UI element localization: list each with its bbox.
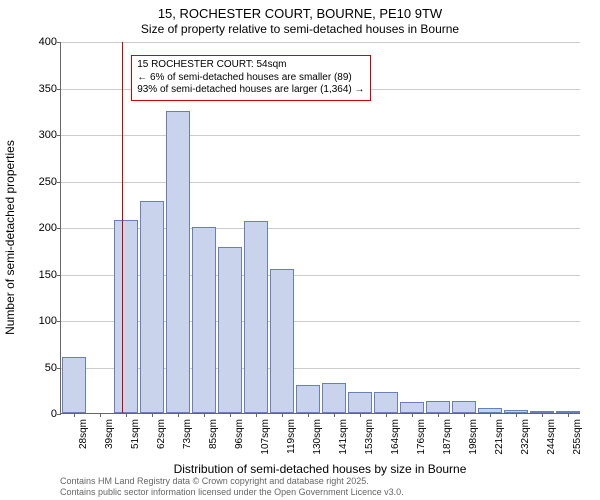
histogram-bar [374,392,397,413]
histogram-bar [244,221,267,413]
x-tick-label: 221sqm [494,419,505,455]
x-tick-mark [152,413,153,417]
chart-container: 15, ROCHESTER COURT, BOURNE, PE10 9TW Si… [0,0,600,500]
gridline [61,228,580,229]
y-tick-mark [57,275,61,276]
y-tick-label: 250 [17,176,57,188]
y-tick-label: 400 [17,36,57,48]
y-tick-mark [57,368,61,369]
x-tick-label: 187sqm [442,419,453,455]
y-axis-title: Number of semi-detached properties [3,140,17,335]
gridline [61,275,580,276]
y-tick-label: 350 [17,83,57,95]
x-tick-mark [360,413,361,417]
histogram-bar [166,111,189,413]
histogram-bar [348,392,371,413]
histogram-bar [192,227,215,413]
annotation-line: 93% of semi-detached houses are larger (… [137,84,364,97]
y-tick-label: 0 [17,408,57,420]
histogram-bar [140,201,163,413]
x-tick-mark [256,413,257,417]
x-tick-label: 232sqm [520,419,531,455]
gridline [61,135,580,136]
reference-line [122,42,123,413]
x-tick-label: 85sqm [208,419,219,449]
x-tick-label: 28sqm [78,419,89,449]
x-tick-label: 107sqm [260,419,271,455]
x-tick-label: 51sqm [130,419,141,449]
y-tick-label: 100 [17,315,57,327]
gridline [61,321,580,322]
histogram-bar [322,383,345,413]
x-tick-mark [412,413,413,417]
y-tick-mark [57,228,61,229]
x-tick-mark [100,413,101,417]
plot-area: 05010015020025030035040028sqm39sqm51sqm6… [60,42,580,414]
x-tick-mark [204,413,205,417]
annotation-line: ← 6% of semi-detached houses are smaller… [137,72,364,85]
histogram-bar [270,269,293,413]
y-tick-label: 150 [17,269,57,281]
gridline [61,368,580,369]
x-tick-label: 39sqm [104,419,115,449]
x-tick-mark [438,413,439,417]
x-tick-label: 244sqm [546,419,557,455]
x-tick-mark [230,413,231,417]
x-tick-label: 176sqm [416,419,427,455]
x-tick-label: 141sqm [338,419,349,455]
x-tick-mark [74,413,75,417]
y-tick-label: 200 [17,222,57,234]
x-tick-label: 164sqm [390,419,401,455]
annotation-box: 15 ROCHESTER COURT: 54sqm← 6% of semi-de… [131,55,370,101]
histogram-bar [62,357,85,413]
y-tick-label: 300 [17,129,57,141]
x-tick-mark [516,413,517,417]
x-tick-mark [308,413,309,417]
x-tick-mark [282,413,283,417]
x-tick-mark [490,413,491,417]
footer-line2: Contains public sector information licen… [60,487,404,498]
footer-line1: Contains HM Land Registry data © Crown c… [60,476,404,487]
footer-attribution: Contains HM Land Registry data © Crown c… [60,476,404,498]
y-tick-mark [57,182,61,183]
x-tick-label: 255sqm [572,419,583,455]
x-tick-mark [126,413,127,417]
histogram-bar [452,401,475,413]
x-tick-label: 62sqm [156,419,167,449]
x-tick-label: 96sqm [234,419,245,449]
x-tick-label: 119sqm [286,419,297,454]
x-tick-label: 130sqm [312,419,323,455]
chart-title-line1: 15, ROCHESTER COURT, BOURNE, PE10 9TW [0,6,600,21]
x-tick-mark [568,413,569,417]
y-tick-label: 50 [17,362,57,374]
y-tick-mark [57,321,61,322]
histogram-bar [218,247,241,413]
x-tick-mark [464,413,465,417]
y-tick-mark [57,89,61,90]
x-tick-mark [178,413,179,417]
x-tick-label: 73sqm [182,419,193,449]
chart-title-line2: Size of property relative to semi-detach… [0,22,600,36]
x-tick-mark [334,413,335,417]
histogram-bar [296,385,319,413]
y-tick-mark [57,414,61,415]
x-tick-label: 198sqm [468,419,479,455]
x-tick-label: 153sqm [364,419,375,455]
annotation-line: 15 ROCHESTER COURT: 54sqm [137,59,364,72]
histogram-bar [426,401,449,413]
y-tick-mark [57,42,61,43]
gridline [61,182,580,183]
histogram-bar [114,220,137,413]
gridline [61,42,580,43]
histogram-bar [400,402,423,413]
x-tick-mark [542,413,543,417]
x-axis-title: Distribution of semi-detached houses by … [60,462,580,476]
y-tick-mark [57,135,61,136]
x-tick-mark [386,413,387,417]
